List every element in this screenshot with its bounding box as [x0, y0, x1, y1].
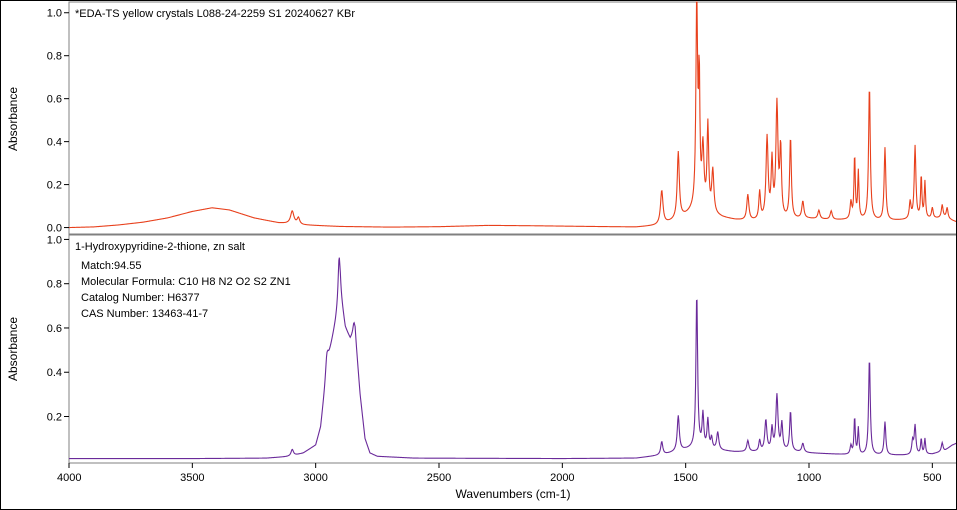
top-y-tick-label-4: 0.8: [47, 51, 62, 63]
bottom-y-tick-label-3: 0.8: [47, 279, 62, 291]
bottom-y-axis-label: Absorbance: [6, 317, 20, 381]
top-spectrum-line: [68, 1, 956, 229]
molecular-formula: Molecular Formula: C10 H8 N2 O2 S2 ZN1: [81, 276, 291, 288]
bottom-plot-area: [68, 234, 956, 464]
bottom-y-tick-label-4: 1.0: [47, 234, 62, 246]
top-y-tick-label-3: 0.6: [47, 94, 62, 106]
x-tick-label-6: 1000: [797, 472, 821, 484]
x-tick-label-0: 4000: [57, 472, 81, 484]
top-y-tick-label-0: 0.0: [47, 223, 62, 235]
cas-number: CAS Number: 13463-41-7: [81, 308, 208, 320]
top-y-tick-label-1: 0.2: [47, 180, 62, 192]
x-tick-label-3: 2500: [427, 472, 451, 484]
match-score: Match:94.55: [81, 260, 142, 272]
top-y-axis-label: Absorbance: [6, 87, 20, 151]
x-tick-label-4: 2000: [550, 472, 574, 484]
catalog-number: Catalog Number: H6377: [81, 292, 200, 304]
x-tick-label-5: 1500: [673, 472, 697, 484]
x-axis: 4000 3500 3000 2500 2000 1500 1000 500: [57, 463, 942, 484]
bottom-spectrum-title: 1-Hydroxypyridine-2-thione, zn salt: [75, 241, 245, 253]
x-tick-label-1: 3500: [180, 472, 204, 484]
top-y-tick-label-2: 0.4: [47, 137, 62, 149]
top-y-tick-label-5: 1.0: [47, 8, 62, 20]
x-tick-label-7: 500: [923, 472, 941, 484]
bottom-y-tick-label-2: 0.6: [47, 323, 62, 335]
bottom-spectrum-panel: 0.2 0.4 0.6 0.8 1.0 1-Hydroxypyridine-2-thio…: [6, 234, 956, 464]
top-spectrum-panel: 0.0 0.2 0.4 0.6 0.8 1.0 *EDA-TS yellow crysta…: [6, 1, 956, 235]
top-plot-area: [68, 1, 956, 235]
x-axis-label: Wavenumbers (cm-1): [456, 487, 571, 501]
top-spectrum-title: *EDA-TS yellow crystals L088-24-2259 S1 …: [75, 8, 355, 20]
x-tick-label-2: 3000: [303, 472, 327, 484]
bottom-y-tick-label-1: 0.4: [47, 367, 62, 379]
bottom-spectrum-line: [69, 257, 956, 460]
bottom-y-tick-label-0: 0.2: [47, 412, 62, 424]
